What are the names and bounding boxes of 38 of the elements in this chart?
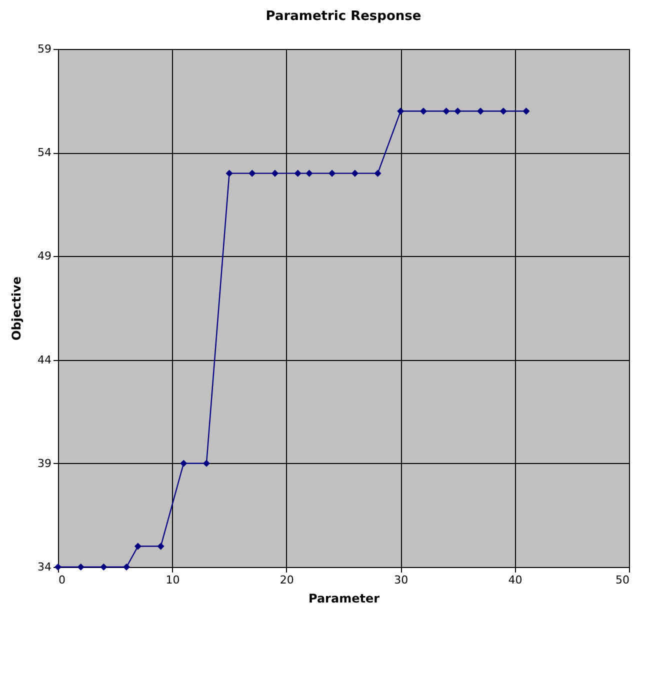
point — [122, 563, 130, 571]
x-tick-label: 20 — [280, 574, 294, 586]
y-axis-title: Objective — [10, 276, 24, 340]
point — [397, 108, 404, 115]
point — [202, 460, 210, 467]
point — [134, 542, 142, 550]
y-tick-label: 39 — [38, 456, 52, 470]
point — [420, 108, 427, 115]
point — [374, 170, 382, 177]
point — [328, 170, 336, 177]
y-tick-label: 49 — [38, 250, 52, 263]
x-tick-label: 0 — [58, 574, 66, 586]
point — [454, 108, 462, 115]
chart-title: Parametric Response — [266, 9, 422, 24]
y-tick-label: 54 — [38, 146, 52, 160]
point — [77, 563, 84, 571]
point — [248, 170, 256, 177]
x-tick-label: 30 — [394, 574, 408, 586]
y-tick-label: 44 — [38, 353, 52, 366]
point — [294, 170, 302, 177]
point — [157, 542, 164, 550]
point — [226, 170, 233, 177]
point — [442, 108, 450, 115]
point — [306, 170, 313, 177]
point — [100, 563, 108, 571]
x-tick-label: 40 — [508, 574, 522, 586]
x-tick-label: 50 — [616, 574, 630, 586]
point — [522, 108, 530, 115]
point — [180, 460, 188, 467]
point — [54, 563, 62, 571]
point — [271, 170, 279, 177]
x-axis-title: Parameter — [308, 592, 380, 606]
y-tick-label: 34 — [38, 560, 52, 574]
y-tick-label: 59 — [38, 42, 52, 56]
point — [351, 170, 358, 177]
x-tick-label: 10 — [166, 574, 180, 586]
point — [477, 108, 484, 115]
point — [500, 108, 507, 115]
